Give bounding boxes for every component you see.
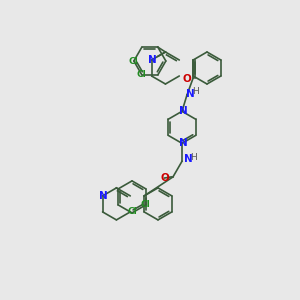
Text: Cl: Cl [127, 207, 137, 216]
Text: N: N [178, 138, 188, 148]
Text: Cl: Cl [141, 200, 151, 209]
Text: N: N [184, 154, 192, 164]
Text: N: N [178, 106, 188, 116]
Text: Cl: Cl [137, 70, 147, 80]
Text: O: O [160, 173, 169, 183]
Text: N: N [186, 89, 194, 99]
Text: H: H [190, 153, 197, 162]
Text: H: H [193, 87, 200, 96]
Text: N: N [99, 191, 107, 201]
Text: Cl: Cl [129, 56, 139, 65]
Text: N: N [148, 55, 156, 65]
Text: O: O [183, 74, 191, 85]
